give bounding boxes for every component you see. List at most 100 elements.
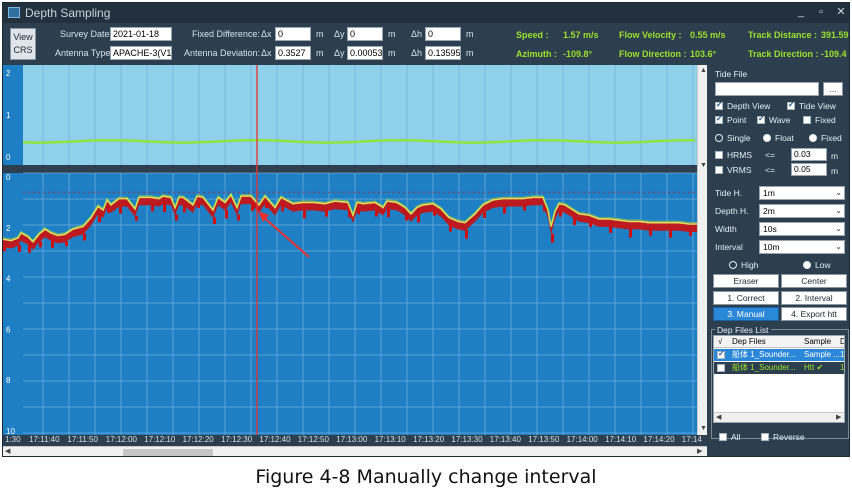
scroll-right-icon[interactable]: ▶ xyxy=(836,414,842,421)
depth-plot[interactable]: 2 1 0 0 2 4 6 8 10 xyxy=(3,65,697,435)
chevron-down-icon: ⌄ xyxy=(835,224,842,233)
correct-button[interactable]: 1. Correct xyxy=(713,291,779,305)
view-crs-button[interactable]: View CRS xyxy=(10,28,36,60)
low-radio[interactable] xyxy=(803,261,811,269)
fixed-dx-field[interactable]: 0 xyxy=(275,27,311,41)
scroll-down-bottom-icon[interactable]: ▼ xyxy=(700,425,707,432)
scroll-right-icon[interactable]: ▶ xyxy=(697,448,703,455)
row-checkbox[interactable] xyxy=(717,364,725,372)
flow-velocity-value: 0.55 m/s xyxy=(690,30,726,40)
eraser-button[interactable]: Eraser xyxy=(713,274,779,288)
fixed-dy-field[interactable]: 0 xyxy=(347,27,383,41)
fixed-dx-label: Δx xyxy=(261,29,272,39)
scroll-left-icon[interactable]: ◀ xyxy=(5,448,11,455)
hrms-checkbox[interactable] xyxy=(715,151,723,159)
wave-label: Wave xyxy=(769,115,791,125)
tide-view-label: Tide View xyxy=(799,101,836,111)
browse-tide-file-button[interactable]: ... xyxy=(823,82,843,96)
minimize-button[interactable]: _ xyxy=(797,6,805,18)
dev-dh-field[interactable]: 0.13595 xyxy=(425,46,461,60)
noise-speckle xyxy=(65,241,68,247)
tide-h-select[interactable]: 1m ⌄ xyxy=(759,186,845,200)
time-tick-label: 17:12:20 xyxy=(182,435,214,444)
interval-select[interactable]: 10m ⌄ xyxy=(759,240,845,254)
track-distance-value: 391.59 xyxy=(821,30,849,40)
time-tick-label: 17:12:30 xyxy=(221,435,253,444)
noise-speckle xyxy=(405,214,408,221)
survey-date-field[interactable]: 2021-01-18 xyxy=(110,27,172,41)
horizontal-scroll-thumb[interactable] xyxy=(123,449,213,456)
scroll-left-icon[interactable]: ◀ xyxy=(716,414,722,421)
time-tick-label: 17:13:20 xyxy=(413,435,445,444)
plot-horizontal-scrollbar[interactable]: ◀ ▶ xyxy=(3,446,707,456)
row-extra: 1 xyxy=(840,363,845,372)
scroll-up-icon[interactable]: ▲ xyxy=(700,67,707,74)
reverse-checkbox[interactable] xyxy=(761,433,769,441)
window-title: Depth Sampling xyxy=(25,6,111,20)
all-checkbox[interactable] xyxy=(719,433,727,441)
export-htt-button[interactable]: 4. Export htt xyxy=(781,307,847,321)
float-radio[interactable] xyxy=(763,134,771,142)
fixed-dh-label: Δh xyxy=(411,29,423,39)
dev-dy-field[interactable]: 0.000535 xyxy=(347,46,383,60)
time-tick-label: 17:13:00 xyxy=(336,435,368,444)
flow-velocity-label: Flow Velocity : xyxy=(619,30,682,40)
noise-speckle xyxy=(465,229,468,239)
table-row[interactable]: 船体 1_Sounder... Sample ... 1 xyxy=(714,349,844,361)
col-extra[interactable]: D xyxy=(840,336,844,348)
noise-speckle xyxy=(135,215,138,221)
hrms-field[interactable]: 0.03 xyxy=(791,148,827,161)
depth-y-tick: 2 xyxy=(6,224,11,233)
noise-speckle xyxy=(3,246,6,252)
noise-speckle xyxy=(357,209,360,215)
tide-h-value: 1m xyxy=(763,188,775,198)
point-checkbox[interactable] xyxy=(715,114,723,124)
col-dep-files[interactable]: Dep Files xyxy=(732,337,766,346)
noise-speckle xyxy=(39,241,42,248)
antenna-type-field[interactable]: APACHE-3(V1.1) xyxy=(110,46,172,60)
dep-files-table: √ Dep Files Sample D 船体 1_Sounder... Sam… xyxy=(713,335,845,423)
vrms-field[interactable]: 0.05 xyxy=(791,163,827,176)
single-radio[interactable] xyxy=(715,134,723,142)
maximize-button[interactable]: ▫ xyxy=(819,6,823,18)
noise-speckle xyxy=(348,209,351,218)
view-crs-line2: CRS xyxy=(13,45,33,55)
manual-button[interactable]: 3. Manual xyxy=(713,307,779,321)
plot-vertical-scrollbar[interactable]: ▲ ▼ ▼ xyxy=(697,65,707,435)
time-tick-label: 17:12:00 xyxy=(105,435,137,444)
row-checkbox[interactable] xyxy=(717,349,725,359)
fixed-dy-unit: m xyxy=(388,29,396,39)
width-select[interactable]: 10s ⌄ xyxy=(759,222,845,236)
scroll-down-icon[interactable]: ▼ xyxy=(700,162,707,169)
tide-y-tick: 2 xyxy=(6,69,11,78)
fixed-checkbox[interactable] xyxy=(803,116,811,124)
tide-file-field[interactable] xyxy=(715,82,819,96)
app-icon xyxy=(8,7,20,18)
track-distance-label: Track Distance : xyxy=(748,30,818,40)
dev-dx-field[interactable]: 0.3527 xyxy=(275,46,311,60)
interval-button[interactable]: 2. Interval xyxy=(781,291,847,305)
width-label: Width xyxy=(715,224,737,234)
center-button[interactable]: Center xyxy=(781,274,847,288)
col-sample[interactable]: Sample xyxy=(804,337,832,346)
noise-speckle xyxy=(175,214,178,221)
track-direction-value: -109.4 xyxy=(821,49,847,59)
chevron-down-icon: ⌄ xyxy=(835,206,842,215)
speed-value: 1.57 m/s xyxy=(563,30,599,40)
noise-speckle xyxy=(483,211,486,218)
tide-view-checkbox[interactable] xyxy=(787,100,795,110)
fixed-radio[interactable] xyxy=(809,134,817,142)
fixed-dh-field[interactable]: 0 xyxy=(425,27,461,41)
depth-view-checkbox[interactable] xyxy=(715,100,723,110)
close-button[interactable]: ✕ xyxy=(836,6,846,18)
noise-speckle xyxy=(609,225,612,233)
vrms-checkbox[interactable] xyxy=(715,166,723,174)
depth-h-select[interactable]: 2m ⌄ xyxy=(759,204,845,218)
noise-speckle xyxy=(559,210,562,217)
high-radio[interactable] xyxy=(729,261,737,269)
dep-table-hscroll[interactable]: ◀ ▶ xyxy=(714,412,844,422)
time-tick-label: 17:12:10 xyxy=(144,435,176,444)
wave-checkbox[interactable] xyxy=(757,114,765,124)
table-row[interactable]: 船体 1_Sounder... Htt ✔ 1 xyxy=(714,362,845,374)
